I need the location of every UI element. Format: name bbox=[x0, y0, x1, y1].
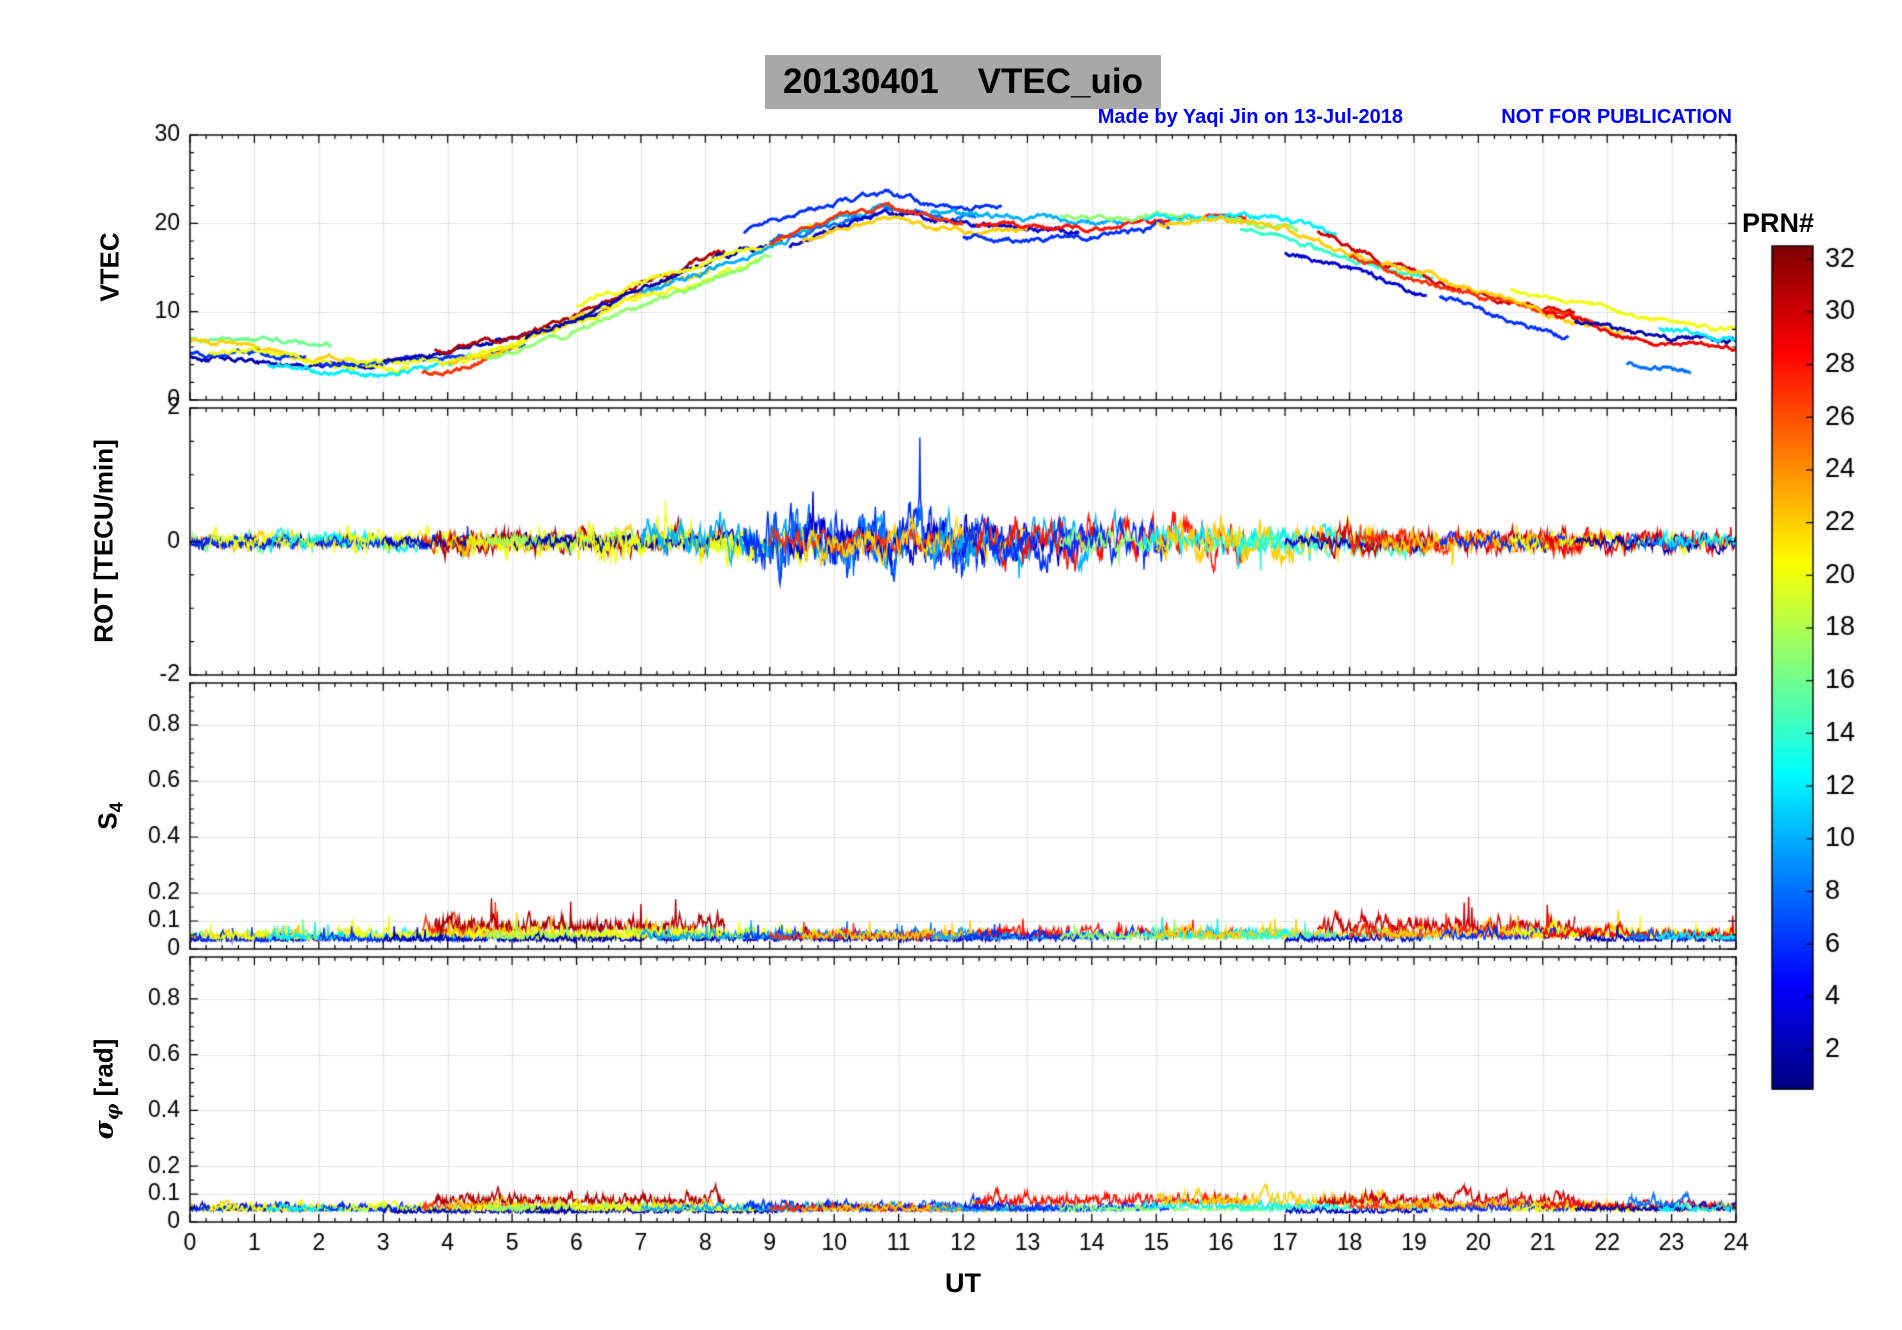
s4-label-sub: 4 bbox=[106, 802, 127, 813]
plot-title: 20130401 VTEC_uio bbox=[765, 55, 1161, 109]
sigma-label-main: σ bbox=[89, 1120, 120, 1140]
not-for-publication-text: NOT FOR PUBLICATION bbox=[1501, 106, 1732, 128]
s4-label-main: S bbox=[92, 812, 123, 830]
x-axis-label: UT bbox=[945, 1268, 981, 1298]
credit-text: Made by Yaqi Jin on 13-Jul-2018 bbox=[1097, 106, 1403, 128]
sigma-phi-axis-label: σφ [rad] bbox=[88, 1039, 123, 1140]
vtec-axis-label: VTEC bbox=[94, 232, 125, 302]
s4-axis-label: S4 bbox=[92, 802, 127, 829]
rot-axis-label: ROT [TECU/min] bbox=[88, 439, 119, 643]
sigma-label-unit: [rad] bbox=[88, 1038, 119, 1104]
colorbar-title: PRN# bbox=[1741, 208, 1815, 238]
sigma-label-sub: φ bbox=[102, 1103, 124, 1121]
